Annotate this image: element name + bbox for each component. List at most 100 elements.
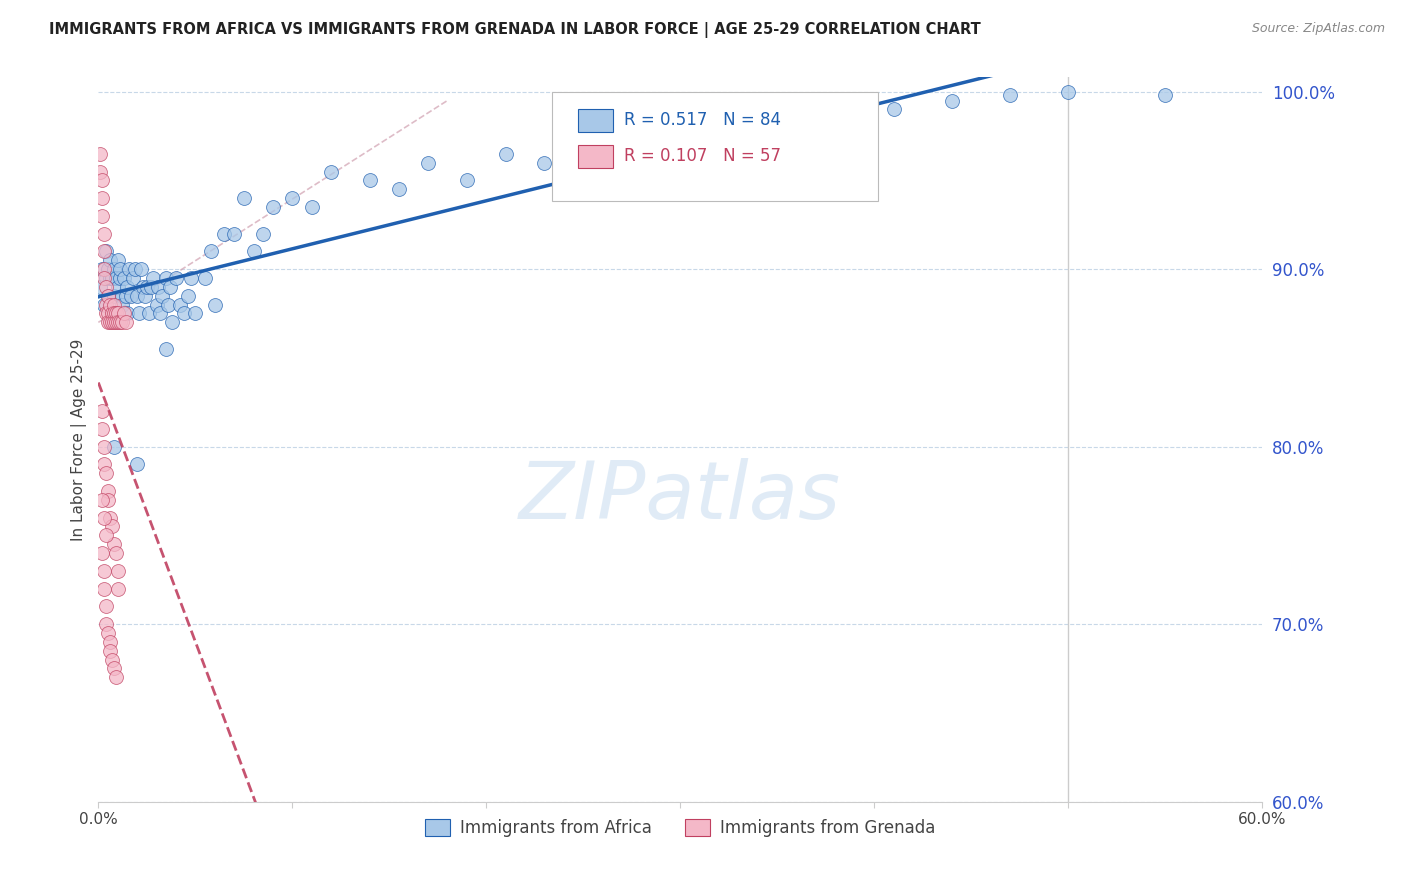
Point: [669, 128, 692, 143]
Point: [101, 315, 124, 329]
Point: [103, 661, 125, 675]
Point: [111, 298, 134, 312]
Point: [91, 546, 114, 560]
Point: [242, 244, 264, 259]
Point: [456, 173, 478, 187]
Point: [93, 510, 115, 524]
Point: [91, 422, 114, 436]
Point: [98, 271, 121, 285]
Point: [107, 253, 129, 268]
Point: [93, 271, 115, 285]
Point: [94, 306, 117, 320]
Point: [107, 582, 129, 596]
Point: [120, 289, 142, 303]
Point: [134, 289, 156, 303]
Point: [103, 298, 125, 312]
Point: [103, 315, 125, 329]
Point: [107, 315, 129, 329]
Point: [97, 492, 120, 507]
Point: [104, 315, 127, 329]
FancyBboxPatch shape: [578, 145, 613, 168]
Point: [194, 271, 217, 285]
Point: [824, 112, 846, 126]
Point: [124, 262, 146, 277]
Point: [94, 599, 117, 614]
FancyBboxPatch shape: [553, 92, 877, 201]
Point: [117, 306, 139, 320]
Point: [129, 262, 152, 277]
Point: [117, 280, 139, 294]
Point: [128, 306, 150, 320]
Point: [200, 244, 222, 259]
Point: [98, 298, 121, 312]
Point: [94, 617, 117, 632]
Point: [93, 244, 115, 259]
Point: [93, 582, 115, 596]
Point: [98, 635, 121, 649]
Point: [114, 289, 136, 303]
Point: [135, 280, 157, 294]
Point: [91, 209, 114, 223]
Point: [707, 128, 730, 143]
Point: [118, 262, 141, 277]
Point: [145, 298, 167, 312]
Point: [91, 262, 114, 277]
Point: [359, 173, 381, 187]
Point: [91, 404, 114, 418]
Point: [252, 227, 274, 241]
Point: [204, 298, 226, 312]
Point: [93, 227, 115, 241]
Point: [103, 262, 125, 277]
Point: [98, 510, 121, 524]
Point: [122, 271, 145, 285]
Point: [97, 315, 120, 329]
Text: IMMIGRANTS FROM AFRICA VS IMMIGRANTS FROM GRENADA IN LABOR FORCE | AGE 25-29 COR: IMMIGRANTS FROM AFRICA VS IMMIGRANTS FRO…: [49, 22, 981, 38]
Point: [176, 289, 198, 303]
Point: [101, 306, 124, 320]
Point: [111, 289, 134, 303]
Point: [104, 670, 127, 684]
Point: [139, 280, 162, 294]
Point: [93, 440, 115, 454]
Point: [114, 315, 136, 329]
Point: [104, 306, 127, 320]
Point: [103, 289, 125, 303]
Point: [94, 467, 117, 481]
Point: [104, 546, 127, 560]
Point: [941, 94, 963, 108]
Point: [98, 643, 121, 657]
Point: [97, 483, 120, 498]
Y-axis label: In Labor Force | Age 25-29: In Labor Force | Age 25-29: [72, 338, 87, 541]
Point: [108, 262, 131, 277]
Point: [103, 306, 125, 320]
Point: [155, 271, 177, 285]
Point: [91, 173, 114, 187]
Point: [91, 191, 114, 205]
Point: [108, 315, 131, 329]
Point: [111, 315, 134, 329]
Text: ZIPatlas: ZIPatlas: [519, 458, 841, 536]
Point: [232, 191, 254, 205]
Point: [97, 289, 120, 303]
Point: [572, 137, 595, 152]
Point: [169, 298, 191, 312]
Point: [301, 200, 323, 214]
Point: [93, 298, 115, 312]
Point: [388, 182, 411, 196]
Point: [127, 289, 149, 303]
Point: [107, 280, 129, 294]
Point: [610, 137, 633, 152]
Point: [91, 492, 114, 507]
Point: [93, 458, 115, 472]
Point: [180, 271, 202, 285]
Point: [94, 528, 117, 542]
Point: [142, 271, 165, 285]
Point: [97, 306, 120, 320]
Text: R = 0.517   N = 84: R = 0.517 N = 84: [624, 112, 782, 129]
Point: [89, 280, 111, 294]
Point: [766, 120, 789, 135]
FancyBboxPatch shape: [578, 109, 613, 132]
Point: [94, 271, 117, 285]
Point: [132, 280, 155, 294]
Point: [93, 564, 115, 578]
